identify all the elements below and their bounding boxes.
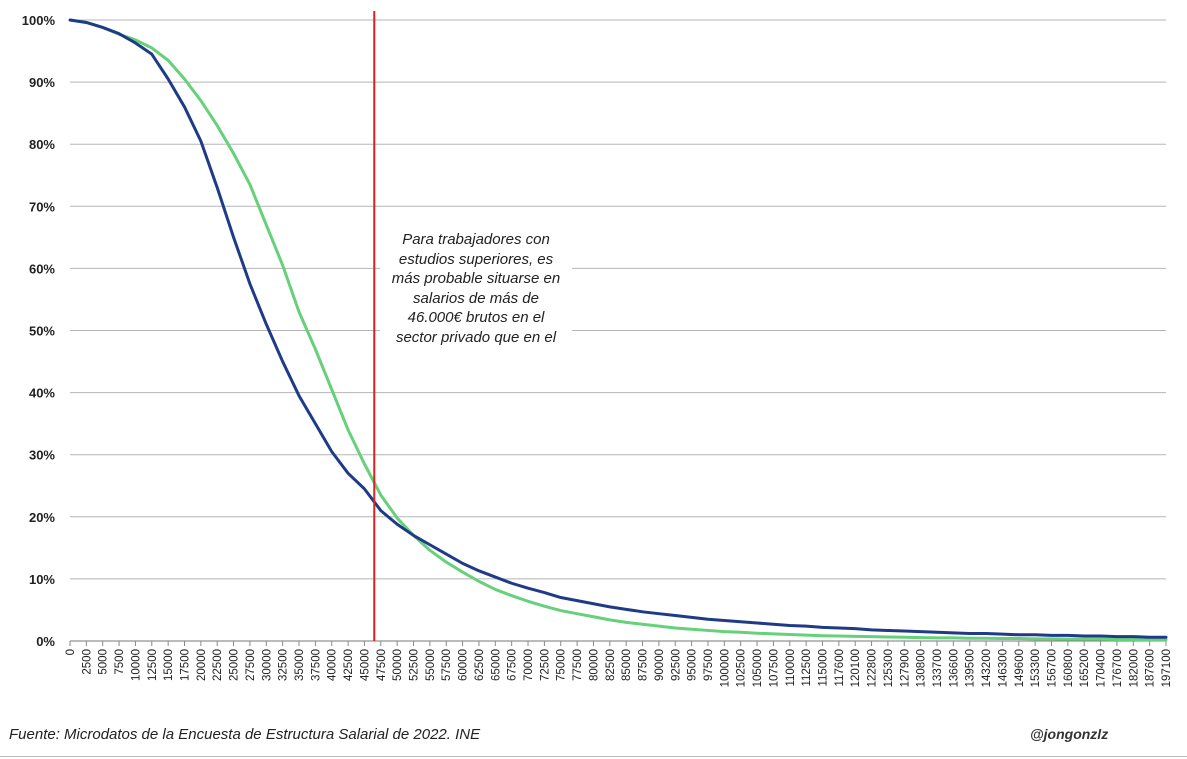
chart-area: 0% 10% 20% 30% 40% 50% 60% 70% 80% 90% 100% 0 2500 5… [22, 11, 1173, 687]
x-tick-label: 82500 [605, 649, 617, 681]
annotation-line: estudios superiores, es [398, 250, 554, 268]
series-line-public [68, 18, 1168, 642]
x-tick-label: 100000 [719, 649, 731, 687]
x-tick-label: 117600 [834, 649, 846, 687]
annotation-line: sector privado que en el [395, 328, 557, 346]
x-tick-label: 5000 [98, 649, 110, 675]
y-axis: 0% 10% 20% 30% 40% 50% 60% 70% 80% 90% 100% [22, 13, 56, 649]
x-tick-label: 62500 [474, 649, 486, 681]
footer-divider [0, 756, 1187, 757]
annotation-line: 46.000€ brutos en el [407, 309, 545, 326]
x-tick-label: 90000 [654, 649, 666, 681]
x-tick-label: 55000 [425, 649, 437, 681]
x-tick-label: 77500 [572, 649, 584, 681]
y-tick-label: 30% [29, 448, 55, 463]
x-tick-label: 95000 [687, 649, 699, 681]
x-tick-label: 67500 [507, 649, 519, 681]
x-tick-label: 112500 [801, 649, 813, 687]
y-tick-label: 80% [29, 137, 55, 152]
source-note: Fuente: Microdatos de la Encuesta de Est… [9, 726, 481, 743]
x-tick-label: 30000 [261, 649, 273, 681]
x-tick-label: 105000 [752, 649, 764, 687]
x-tick-label: 50000 [392, 649, 404, 681]
x-tick-label: 7500 [114, 649, 126, 675]
x-tick-label: 125300 [883, 649, 895, 687]
x-tick-label: 10000 [130, 649, 142, 681]
x-tick-label: 45000 [359, 649, 371, 681]
x-tick-label: 47500 [376, 649, 388, 681]
x-tick-label: 92500 [670, 649, 682, 681]
x-tick-label: 27500 [245, 649, 257, 681]
x-tick-label: 130800 [916, 649, 928, 687]
x-tick-label: 146300 [997, 649, 1009, 687]
x-tick-label: 40000 [327, 649, 339, 681]
x-tick-label: 57500 [441, 649, 453, 681]
x-tick-label: 75000 [556, 649, 568, 681]
x-tick-label: 0 [65, 649, 77, 655]
x-tick-label: 22500 [212, 649, 224, 681]
x-tick-label: 176700 [1112, 649, 1124, 687]
x-tick-label: 160800 [1063, 649, 1075, 687]
y-tick-label: 40% [29, 386, 55, 401]
x-tick-label: 80000 [588, 649, 600, 681]
x-tick-label: 85000 [621, 649, 633, 681]
x-tick-label: 170400 [1096, 649, 1108, 687]
x-tick-label: 17500 [180, 649, 192, 681]
annotation-box: Para trabajadores con estudios superiore… [380, 230, 572, 347]
x-tick-label: 87500 [638, 649, 650, 681]
x-tick-label: 42500 [343, 649, 355, 681]
y-tick-label: 100% [22, 13, 56, 28]
series-lines [68, 18, 1168, 642]
x-tick-label: 110000 [785, 649, 797, 687]
x-tick-label: 120100 [850, 649, 862, 687]
x-tick-label: 153300 [1030, 649, 1042, 687]
x-tick-label: 32500 [278, 649, 290, 681]
annotation-line: salarios de más de [413, 289, 539, 307]
x-tick-label: 12500 [147, 649, 159, 681]
x-tick-label: 70000 [523, 649, 535, 681]
x-tick-label: 60000 [458, 649, 470, 681]
x-tick-label: 149600 [1014, 649, 1026, 687]
x-tick-label: 122800 [867, 649, 879, 687]
x-tick-label: 156700 [1046, 649, 1058, 687]
annotation-line: Para trabajadores con [402, 231, 550, 248]
y-tick-label: 90% [29, 75, 55, 90]
x-axis: 0 2500 5000 7500 10000 12500 15000 17500 20000 22… [65, 641, 1173, 687]
x-tick-label: 65000 [490, 649, 502, 681]
x-tick-label: 25000 [229, 649, 241, 681]
y-tick-label: 50% [29, 324, 55, 339]
y-tick-label: 0% [36, 634, 55, 649]
x-tick-label: 97500 [703, 649, 715, 681]
x-tick-label: 197100 [1161, 649, 1173, 687]
x-tick-label: 133700 [932, 649, 944, 687]
x-tick-label: 115000 [817, 649, 829, 687]
y-tick-label: 20% [29, 510, 55, 525]
x-tick-label: 182000 [1128, 649, 1140, 687]
y-tick-label: 70% [29, 199, 55, 214]
series-line-private [68, 18, 1168, 639]
y-tick-label: 60% [29, 261, 55, 276]
x-tick-label: 143200 [981, 649, 993, 687]
x-tick-label: 37500 [310, 649, 322, 681]
x-tick-label: 165200 [1079, 649, 1091, 687]
x-tick-label: 35000 [294, 649, 306, 681]
x-tick-label: 20000 [196, 649, 208, 681]
x-tick-label: 102500 [736, 649, 748, 687]
y-tick-label: 10% [29, 572, 55, 587]
x-tick-label: 2500 [81, 649, 93, 675]
x-tick-label: 187600 [1145, 649, 1157, 687]
x-tick-label: 136600 [948, 649, 960, 687]
x-tick-label: 127900 [899, 649, 911, 687]
x-tick-label: 107500 [768, 649, 780, 687]
x-tick-label: 72500 [539, 649, 551, 681]
annotation-line: más probable situarse en [391, 270, 561, 287]
author-credit: @jongonzlz [1030, 726, 1109, 742]
x-tick-label: 15000 [163, 649, 175, 681]
x-tick-label: 139500 [965, 649, 977, 687]
x-tick-label: 52500 [409, 649, 421, 681]
grid-lines [70, 19, 1166, 642]
